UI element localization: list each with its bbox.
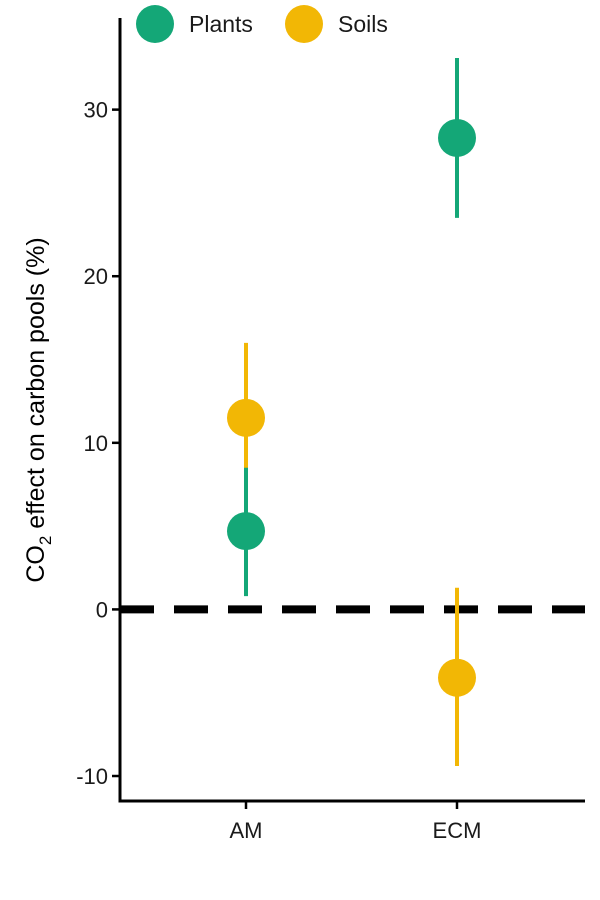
y-ticks: -10 0 10 20 30: [76, 98, 120, 789]
legend-label: Plants: [189, 11, 253, 37]
legend-item-plants: Plants: [136, 5, 253, 43]
x-tick-label: AM: [230, 818, 263, 843]
y-axis-title-prefix: CO: [22, 545, 50, 583]
series-plants: [227, 57, 476, 597]
legend: Plants Soils: [136, 5, 388, 43]
legend-swatch: [136, 5, 174, 43]
axes: [118, 18, 585, 803]
y-tick-label: 10: [84, 431, 108, 456]
data-point: [438, 658, 476, 697]
series-layer: [227, 57, 476, 767]
y-tick-label: 0: [96, 597, 108, 622]
x-tick-label: ECM: [433, 818, 482, 843]
y-tick-label: 30: [84, 98, 108, 123]
y-tick-label: -10: [76, 764, 108, 789]
y-tick-label: 20: [84, 264, 108, 289]
data-point: [438, 118, 476, 157]
x-ticks: AM ECM: [230, 801, 482, 843]
legend-swatch: [285, 5, 323, 43]
y-axis-title: CO2 effect on carbon pools (%): [22, 237, 55, 582]
y-axis-title-suffix: effect on carbon pools (%): [22, 237, 50, 535]
data-point: [227, 512, 265, 551]
series-soils: [227, 342, 476, 767]
data-point: [227, 398, 265, 437]
y-axis-title-subscript: 2: [36, 536, 55, 545]
legend-label: Soils: [338, 11, 388, 37]
legend-item-soils: Soils: [285, 5, 388, 43]
